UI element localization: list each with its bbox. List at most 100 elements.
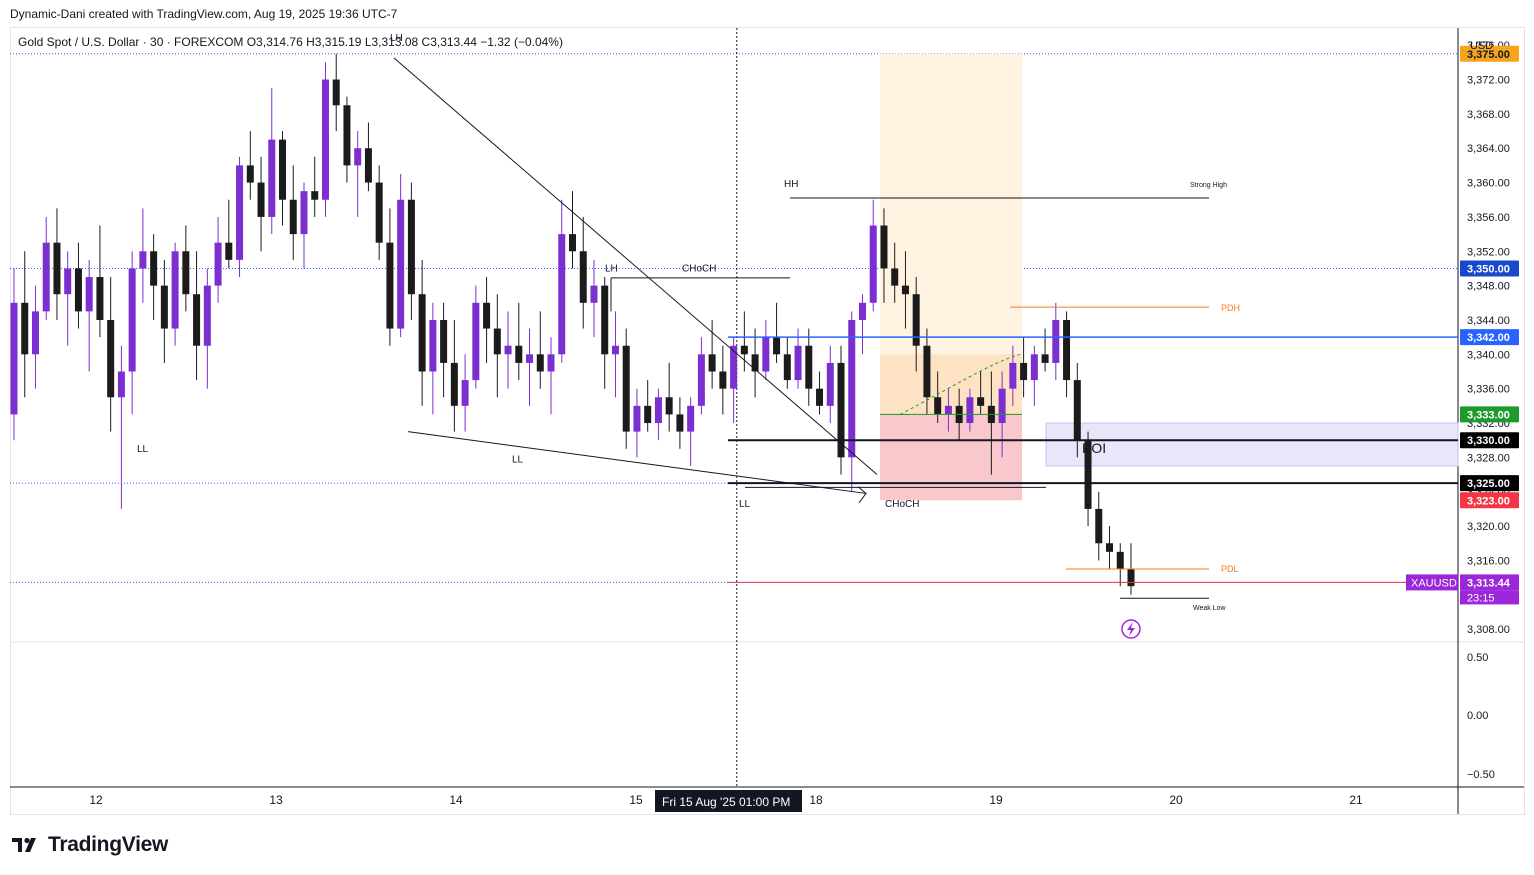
event-flash-icon[interactable]	[1121, 619, 1141, 639]
price-label-value: 3,323.00	[1467, 495, 1510, 507]
candle-body	[601, 285, 609, 355]
candle-body	[676, 414, 684, 432]
candle-body	[407, 199, 415, 295]
candle-body	[225, 242, 233, 260]
candle-body	[762, 337, 770, 372]
candle-body	[96, 277, 104, 320]
candle-body	[107, 319, 115, 398]
price-label-box	[1460, 260, 1519, 277]
candle-body	[515, 345, 523, 363]
symbol-tag-box[interactable]	[1406, 574, 1458, 591]
candle-body	[1063, 319, 1071, 381]
candle-body	[1009, 362, 1017, 389]
price-label-box	[1460, 574, 1519, 591]
candle-body	[128, 268, 136, 372]
candle-body	[966, 397, 974, 424]
candles-layer	[10, 53, 1135, 595]
candle-body	[85, 277, 93, 312]
candle-body	[332, 79, 340, 106]
candle-body	[53, 242, 61, 295]
label-ll-right: LL	[739, 499, 751, 510]
candle-body	[848, 319, 856, 458]
chart-credit: Dynamic-Dani created with TradingView.co…	[10, 7, 398, 21]
candle-body	[579, 251, 587, 303]
time-tick-label: 19	[989, 793, 1003, 807]
price-label-value: 3,313.44	[1467, 577, 1511, 589]
label-hh: HH	[784, 179, 798, 190]
candle-body	[354, 148, 362, 166]
candle-body	[633, 405, 641, 432]
candle-body	[504, 345, 512, 355]
candle-body	[1030, 354, 1038, 381]
candle-body	[751, 354, 759, 372]
label-pdl: PDL	[1221, 564, 1239, 574]
candle-body	[289, 199, 297, 235]
candle-body	[654, 397, 662, 424]
candle-body	[493, 328, 501, 355]
candle-body	[730, 345, 738, 389]
time-tick-label: 13	[269, 793, 283, 807]
candle-body	[816, 388, 824, 406]
time-tick-label: 12	[89, 793, 103, 807]
price-tick-label: 3,364.00	[1467, 143, 1510, 155]
candle-body	[450, 362, 458, 406]
currency-label[interactable]: USD	[1470, 40, 1493, 52]
oscillator-tick-label: 0.50	[1467, 652, 1488, 664]
candle-body	[805, 345, 813, 389]
oscillator-tick-label: 0.00	[1467, 710, 1488, 722]
price-label-value: 3,375.00	[1467, 49, 1510, 61]
oscillator-tick-label: −0.50	[1467, 769, 1495, 781]
price-tick-label: 3,356.00	[1467, 212, 1510, 224]
candle-body	[665, 397, 673, 415]
label-ll-left: LL	[137, 444, 149, 455]
candle-body	[21, 302, 29, 355]
price-tick-label: 3,336.00	[1467, 384, 1510, 396]
candle-body	[483, 302, 491, 329]
countdown-box	[1460, 590, 1519, 605]
price-label-box	[1460, 492, 1519, 509]
candle-body	[182, 251, 190, 295]
candle-body	[31, 311, 39, 355]
candle-body	[697, 354, 705, 406]
candle-body	[1095, 508, 1103, 544]
candle-body	[150, 251, 158, 286]
time-tick-label: 20	[1169, 793, 1183, 807]
price-label-box	[1460, 475, 1519, 492]
time-tick-label: 18	[809, 793, 823, 807]
candle-body	[364, 148, 372, 183]
tradingview-logo-icon	[12, 837, 36, 852]
candle-body	[826, 362, 834, 406]
tradingview-logo[interactable]: TradingView	[12, 833, 168, 857]
candle-body	[461, 380, 469, 406]
candle-body	[569, 234, 576, 252]
candle-body	[794, 345, 802, 381]
price-label-value: 3,342.00	[1467, 332, 1510, 344]
axis-layer: 3,376.003,372.003,368.003,364.003,360.00…	[89, 40, 1519, 812]
candle-body	[901, 285, 909, 295]
price-tick-label: 3,340.00	[1467, 349, 1510, 361]
candle-body	[719, 371, 727, 389]
price-label-value: 3,325.00	[1467, 478, 1510, 490]
price-tick-label: 3,348.00	[1467, 281, 1510, 293]
chart-legend: Gold Spot / U.S. Dollar · 30 · FOREXCOM …	[18, 35, 563, 49]
price-tick-label: 3,320.00	[1467, 521, 1510, 533]
candle-body	[139, 251, 147, 269]
candle-body	[740, 345, 748, 355]
label-ll-mid: LL	[512, 455, 524, 466]
candle-body	[891, 268, 899, 286]
countdown-label: 23:15	[1467, 592, 1495, 604]
chart-frame	[10, 27, 1525, 815]
candle-body	[472, 302, 480, 381]
lightning-icon	[1127, 622, 1135, 636]
candle-body	[64, 268, 72, 295]
price-tick-label: 3,316.00	[1467, 555, 1510, 567]
price-label-box	[1460, 45, 1519, 62]
poi-zone	[1045, 422, 1459, 467]
candle-body	[526, 354, 534, 363]
label-pdh: PDH	[1221, 303, 1240, 313]
price-tick-label: 3,368.00	[1467, 109, 1510, 121]
candle-body	[644, 405, 652, 424]
entry-zone	[880, 354, 1022, 415]
candle-body	[397, 199, 405, 329]
